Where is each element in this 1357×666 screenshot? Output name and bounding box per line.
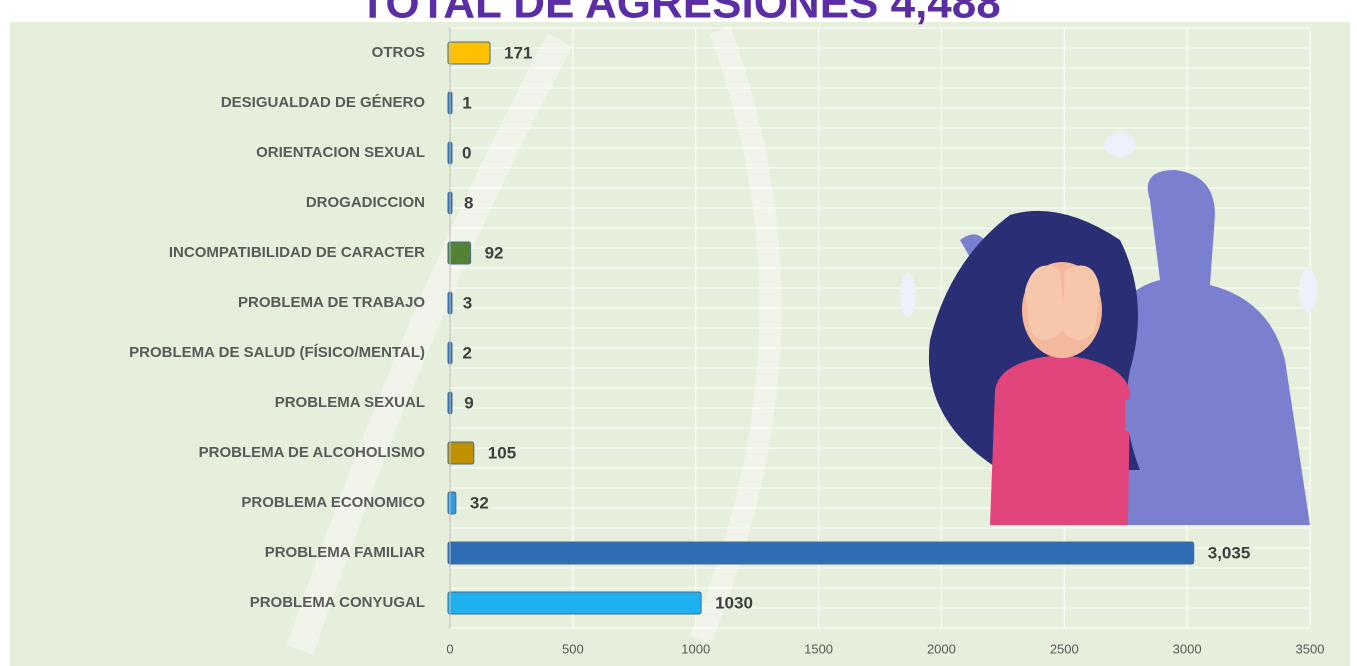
decor-blob bbox=[1299, 268, 1317, 312]
bar bbox=[448, 542, 1194, 564]
bar bbox=[448, 492, 456, 514]
chart-title: TOTAL DE AGRESIONES 4,488 bbox=[359, 0, 1000, 28]
woman-hand bbox=[1062, 266, 1100, 341]
woman-dress bbox=[990, 355, 1130, 525]
y-tick-label: PROBLEMA ECONOMICO bbox=[241, 494, 425, 511]
page: 0 500 1000 1500 2000 2500 3000 3500 OTROS 171 DESI… bbox=[0, 0, 1357, 666]
y-tick-label: DROGADICCION bbox=[306, 194, 425, 211]
value-label: 3,035 bbox=[1208, 543, 1251, 562]
x-tick-label: 2000 bbox=[927, 641, 956, 656]
x-tick-label: 1000 bbox=[681, 641, 710, 656]
y-tick-label: INCOMPATIBILIDAD DE CARACTER bbox=[169, 244, 425, 261]
x-tick-label: 0 bbox=[446, 641, 453, 656]
y-tick-label: ORIENTACION SEXUAL bbox=[256, 144, 425, 161]
x-tick-label: 2500 bbox=[1050, 641, 1079, 656]
value-label: 9 bbox=[464, 393, 473, 412]
y-tick-label: PROBLEMA CONYUGAL bbox=[250, 594, 425, 611]
y-tick-label: PROBLEMA DE ALCOHOLISMO bbox=[199, 444, 426, 461]
value-label: 3 bbox=[463, 293, 472, 312]
x-tick-label: 500 bbox=[562, 641, 584, 656]
value-label: 92 bbox=[485, 243, 504, 262]
y-tick-label: PROBLEMA SEXUAL bbox=[275, 394, 425, 411]
y-tick-label: OTROS bbox=[372, 44, 425, 61]
value-label: 105 bbox=[488, 443, 516, 462]
value-label: 171 bbox=[504, 43, 532, 62]
value-label: 8 bbox=[464, 193, 473, 212]
decor-blob bbox=[900, 273, 916, 317]
value-label: 1 bbox=[462, 93, 471, 112]
bar bbox=[448, 42, 490, 64]
y-tick-label: PROBLEMA FAMILIAR bbox=[265, 544, 425, 561]
chart: 0 500 1000 1500 2000 2500 3000 3500 OTROS 171 DESI… bbox=[0, 0, 1357, 666]
y-tick-label: PROBLEMA DE SALUD (FÍSICO/MENTAL) bbox=[129, 344, 425, 361]
value-label: 32 bbox=[470, 493, 489, 512]
x-tick-label: 1500 bbox=[804, 641, 833, 656]
bar bbox=[448, 242, 471, 264]
woman-hand bbox=[1025, 266, 1065, 341]
x-tick-label: 3500 bbox=[1296, 641, 1325, 656]
decor-blob bbox=[1104, 133, 1136, 157]
x-tick-label: 3000 bbox=[1173, 641, 1202, 656]
y-tick-label: DESIGUALDAD DE GÉNERO bbox=[221, 94, 426, 111]
value-label: 0 bbox=[462, 143, 471, 162]
y-tick-label: PROBLEMA DE TRABAJO bbox=[238, 294, 425, 311]
value-label: 2 bbox=[462, 343, 471, 362]
bar bbox=[448, 442, 474, 464]
bar bbox=[448, 592, 701, 614]
value-label: 1030 bbox=[715, 593, 753, 612]
